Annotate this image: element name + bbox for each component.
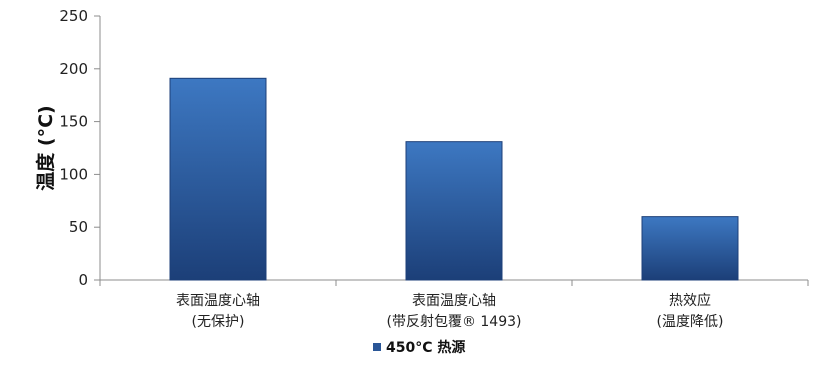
y-tick-label: 200 — [59, 60, 88, 78]
legend-label: 450°C 热源 — [386, 339, 465, 356]
y-tick-label: 100 — [59, 165, 88, 183]
y-axis-label: 温度 (°C) — [34, 105, 57, 190]
y-tick-label: 50 — [69, 218, 88, 236]
y-tick-label: 250 — [59, 7, 88, 25]
legend: 450°C 热源 — [373, 339, 465, 356]
bar-series — [169, 77, 739, 281]
y-axis: 0 50 100 150 200 250 — [59, 7, 101, 289]
x-tick-label: 表面温度心轴(带反射包覆® 1493) — [386, 293, 521, 330]
x-tick-label: 表面温度心轴(无保护) — [176, 293, 260, 330]
y-tick-label: 150 — [59, 113, 88, 131]
bar — [169, 77, 267, 281]
y-tick-label: 0 — [78, 271, 88, 289]
x-tick-label: 热效应(温度降低) — [657, 292, 724, 330]
x-axis: 表面温度心轴(无保护) 表面温度心轴(带反射包覆® 1493) 热效应(温度降低) — [99, 279, 809, 330]
bar — [641, 216, 739, 281]
bar — [405, 141, 503, 281]
legend-swatch — [373, 343, 381, 351]
